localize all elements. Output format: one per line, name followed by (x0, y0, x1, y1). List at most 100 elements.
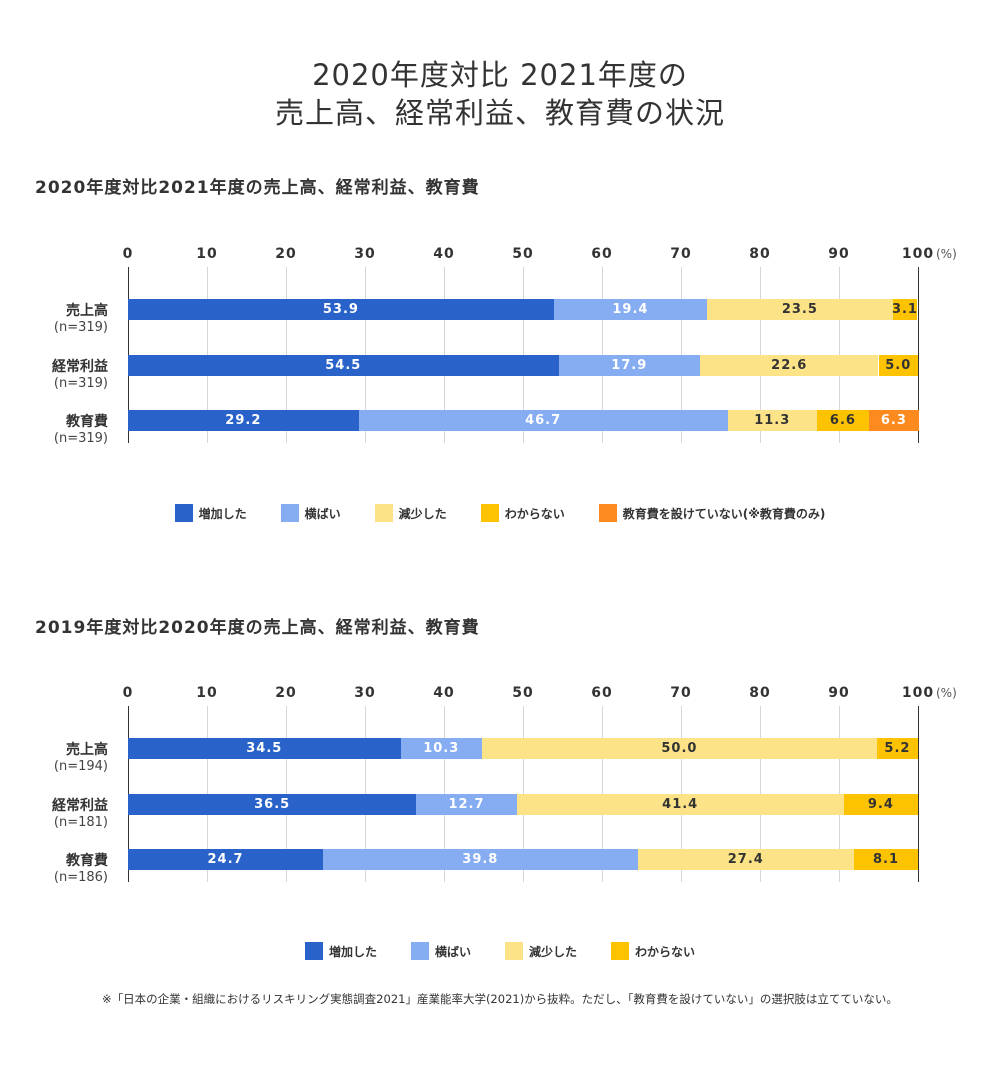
data-label: 17.9 (611, 358, 648, 373)
legend-label: 増加した (328, 944, 377, 959)
data-label: 24.7 (207, 852, 244, 867)
bar-segment: 6.6 (816, 410, 869, 431)
x-tick-label: 40 (433, 246, 455, 262)
bar-segment: 23.5 (707, 299, 893, 320)
legend-swatch (304, 942, 323, 960)
legend-item: 横ばい (410, 942, 471, 960)
bar-segment: 53.9 (128, 299, 554, 320)
legend-swatch (410, 942, 429, 960)
data-label: 9.4 (867, 797, 894, 812)
x-tick-label: 10 (196, 246, 218, 262)
data-label: 22.6 (771, 358, 808, 373)
legend-label: 横ばい (304, 506, 341, 521)
bar-segment: 3.1 (891, 299, 918, 320)
x-tick-label: 20 (275, 685, 297, 701)
bar-segment: 54.5 (128, 355, 559, 376)
data-label: 50.0 (661, 741, 698, 756)
legend-item: 増加した (174, 504, 247, 522)
category-label: 教育費 (66, 853, 108, 869)
x-tick-label: 50 (512, 685, 534, 701)
data-label: 36.5 (254, 797, 291, 812)
chart-1-legend: 増加した 横ばい 減少した わからない 教育費を設けていない(※教育費のみ) (0, 504, 1000, 522)
data-label: 46.7 (525, 413, 562, 428)
sample-size-label: (n=181) (53, 815, 108, 830)
chart-2-title: 2019年度対比2020年度の売上高、経常利益、教育費 (35, 618, 480, 638)
legend-label: 増加した (198, 506, 247, 521)
x-tick-label: 90 (828, 246, 850, 262)
bar-segment: 8.1 (854, 849, 918, 870)
legend-label: 減少した (529, 944, 578, 959)
bar-segment: 36.5 (128, 794, 417, 815)
bar-segment: 39.8 (323, 849, 638, 870)
x-tick-label: 30 (354, 246, 376, 262)
bar-segment: 17.9 (558, 355, 700, 376)
legend-swatch (480, 504, 499, 522)
bar-segment: 10.3 (400, 738, 482, 759)
x-tick-label: 70 (670, 246, 692, 262)
data-label: 23.5 (781, 302, 818, 317)
legend-swatch (374, 504, 393, 522)
data-label: 11.3 (754, 413, 791, 428)
title-line-2: 売上高、経常利益、教育費の状況 (274, 96, 725, 130)
x-tick-label: 50 (512, 246, 534, 262)
sample-size-label: (n=186) (53, 870, 108, 885)
data-label: 10.3 (423, 741, 460, 756)
title-line-1: 2020年度対比 2021年度の (312, 58, 688, 92)
chart-2: 0 10 20 30 40 50 60 70 80 90 100 (%) 売上高 (n=194) 34.5 1… (0, 685, 1000, 945)
x-tick-label: 40 (433, 685, 455, 701)
legend-item: 減少した (374, 504, 447, 522)
legend-label: わからない (504, 506, 565, 521)
x-tick-label: 80 (749, 246, 771, 262)
legend-swatch (598, 504, 617, 522)
sample-size-label: (n=319) (53, 376, 108, 391)
data-label: 5.0 (885, 358, 912, 373)
legend-label: 減少した (398, 506, 447, 521)
x-tick-label: 100 (901, 246, 935, 262)
data-label: 53.9 (322, 302, 359, 317)
legend-item: 横ばい (280, 504, 341, 522)
legend-item: わからない (611, 942, 695, 960)
category-label: 経常利益 (52, 359, 108, 375)
x-tick-label: 80 (749, 685, 771, 701)
chart-2-legend: 増加した 横ばい 減少した わからない (0, 942, 1000, 960)
bar-segment: 9.4 (843, 794, 918, 815)
x-unit-label: (%) (936, 686, 957, 700)
bar-segment: 11.3 (727, 410, 817, 431)
legend-item: 減少した (505, 942, 577, 960)
x-tick-label: 30 (354, 685, 376, 701)
x-unit-label: (%) (936, 247, 957, 261)
x-tick-label: 0 (122, 246, 134, 262)
bar-segment: 41.4 (516, 794, 844, 815)
data-label: 3.1 (891, 302, 918, 317)
bar-segment: 46.7 (358, 410, 728, 431)
legend-swatch (505, 942, 523, 960)
data-label: 5.2 (884, 741, 911, 756)
x-tick-label: 90 (828, 685, 850, 701)
x-tick-label: 70 (670, 685, 692, 701)
bar-segment: 6.3 (869, 410, 919, 431)
legend-label: 横ばい (434, 944, 471, 959)
bar-segment: 50.0 (481, 738, 877, 759)
legend-swatch (174, 504, 193, 522)
category-label: 教育費 (66, 414, 108, 430)
bar-segment: 5.0 (878, 355, 918, 376)
category-label: 売上高 (66, 742, 108, 758)
bar-segment: 24.7 (128, 849, 324, 870)
legend-swatch (280, 504, 299, 522)
bar-segment: 19.4 (553, 299, 708, 320)
legend-label: わからない (635, 944, 696, 959)
right-axis-line (918, 706, 919, 882)
right-axis-line (918, 267, 919, 443)
x-tick-label: 20 (275, 246, 297, 262)
chart-1: 0 10 20 30 40 50 60 70 80 90 100 (%) 売上高 (n=319) 53.9 1… (0, 246, 1000, 506)
bar-segment: 34.5 (128, 738, 401, 759)
chart-1-title: 2020年度対比2021年度の売上高、経常利益、教育費 (35, 178, 480, 198)
legend-item: 増加した (304, 942, 377, 960)
page-title: 2020年度対比 2021年度の 売上高、経常利益、教育費の状況 (0, 56, 1000, 132)
data-label: 6.3 (880, 413, 907, 428)
category-label: 経常利益 (52, 798, 108, 814)
bar-segment: 29.2 (128, 410, 359, 431)
data-label: 6.6 (829, 413, 856, 428)
x-tick-label: 60 (591, 685, 613, 701)
category-label: 売上高 (66, 303, 108, 319)
